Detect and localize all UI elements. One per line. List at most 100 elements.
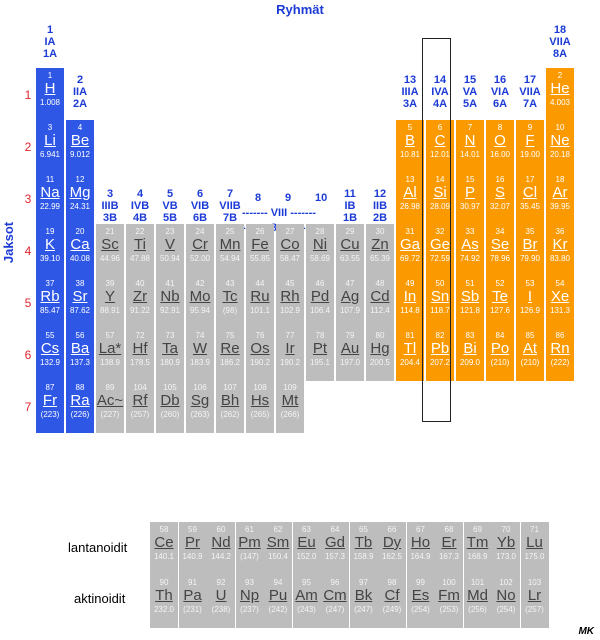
element-Gd[interactable]: 64 Gd 157.3: [321, 522, 349, 575]
element-Be[interactable]: 4 Be 9.012: [66, 120, 94, 173]
element-Au[interactable]: 79 Au 197.0: [336, 328, 364, 381]
element-Hg[interactable]: 80 Hg 200.5: [366, 328, 394, 381]
element-Bk[interactable]: 97 Bk (247): [349, 575, 378, 628]
element-Ho[interactable]: 67 Ho 164.9: [406, 522, 435, 575]
element-Ti[interactable]: 22 Ti 47.88: [126, 224, 154, 277]
element-Ta[interactable]: 73 Ta 180.9: [156, 328, 184, 381]
element-Bh[interactable]: 107 Bh (262): [216, 380, 244, 433]
element-Er[interactable]: 68 Er 167.3: [435, 522, 463, 575]
element-Br[interactable]: 35 Br 79.90: [516, 224, 544, 277]
element-Cm[interactable]: 96 Cm (247): [321, 575, 349, 628]
element-Sg[interactable]: 106 Sg (263): [186, 380, 214, 433]
element-As[interactable]: 33 As 74.92: [456, 224, 484, 277]
element-Pu[interactable]: 94 Pu (242): [264, 575, 292, 628]
element-Sm[interactable]: 62 Sm 150.4: [264, 522, 292, 575]
element-I[interactable]: 53 I 126.9: [516, 276, 544, 329]
element-Pm[interactable]: 61 Pm (147): [235, 522, 264, 575]
element-Cs[interactable]: 55 Cs 132.9: [36, 328, 64, 381]
element-Rn[interactable]: 86 Rn (222): [546, 328, 574, 381]
element-Zn[interactable]: 30 Zn 65.39: [366, 224, 394, 277]
element-In[interactable]: 49 In 114.8: [396, 276, 424, 329]
element-Ge[interactable]: 32 Ge 72.59: [426, 224, 454, 277]
element-Pd[interactable]: 46 Pd 106.4: [306, 276, 334, 329]
element-N[interactable]: 7 N 14.01: [456, 120, 484, 173]
element-V[interactable]: 23 V 50.94: [156, 224, 184, 277]
element-Li[interactable]: 3 Li 6.941: [36, 120, 64, 173]
element-Sb[interactable]: 51 Sb 121.8: [456, 276, 484, 329]
element-Dy[interactable]: 66 Dy 162.5: [378, 522, 406, 575]
element-Ra[interactable]: 88 Ra (226): [66, 380, 94, 433]
element-Eu[interactable]: 63 Eu 152.0: [292, 522, 321, 575]
element-Ga[interactable]: 31 Ga 69.72: [396, 224, 424, 277]
element-Rb[interactable]: 37 Rb 85.47: [36, 276, 64, 329]
element-Fr[interactable]: 87 Fr (223): [36, 380, 64, 433]
element-Mt[interactable]: 109 Mt (266): [276, 380, 304, 433]
element-S[interactable]: 16 S 32.07: [486, 172, 514, 225]
element-Nb[interactable]: 41 Nb 92.91: [156, 276, 184, 329]
element-Na[interactable]: 11 Na 22.99: [36, 172, 64, 225]
element-Mo[interactable]: 42 Mo 95.94: [186, 276, 214, 329]
element-Po[interactable]: 84 Po (210): [486, 328, 514, 381]
element-Hs[interactable]: 108 Hs (265): [246, 380, 274, 433]
element-Np[interactable]: 93 Np (237): [235, 575, 264, 628]
element-Fe[interactable]: 26 Fe 55.85: [246, 224, 274, 277]
element-Tb[interactable]: 65 Tb 158.9: [349, 522, 378, 575]
element-Os[interactable]: 76 Os 190.2: [246, 328, 274, 381]
element-At[interactable]: 85 At (210): [516, 328, 544, 381]
element-Ag[interactable]: 47 Ag 107.9: [336, 276, 364, 329]
element-Sr[interactable]: 38 Sr 87.62: [66, 276, 94, 329]
element-Si[interactable]: 14 Si 28.09: [426, 172, 454, 225]
element-Ca[interactable]: 20 Ca 40.08: [66, 224, 94, 277]
element-Mn[interactable]: 25 Mn 54.94: [216, 224, 244, 277]
element-Hf[interactable]: 72 Hf 178.5: [126, 328, 154, 381]
element-Es[interactable]: 99 Es (254): [406, 575, 435, 628]
element-Md[interactable]: 101 Md (256): [463, 575, 492, 628]
element-Lr[interactable]: 103 Lr (257): [520, 575, 549, 628]
element-Rh[interactable]: 45 Rh 102.9: [276, 276, 304, 329]
element-P[interactable]: 15 P 30.97: [456, 172, 484, 225]
element-Cd[interactable]: 48 Cd 112.4: [366, 276, 394, 329]
element-Sc[interactable]: 21 Sc 44.96: [96, 224, 124, 277]
element-Db[interactable]: 105 Db (260): [156, 380, 184, 433]
element-Pt[interactable]: 78 Pt 195.1: [306, 328, 334, 381]
element-Sn[interactable]: 50 Sn 118.7: [426, 276, 454, 329]
element-Pr[interactable]: 59 Pr 140.9: [178, 522, 207, 575]
element-Tl[interactable]: 81 Tl 204.4: [396, 328, 424, 381]
element-Pb[interactable]: 82 Pb 207.2: [426, 328, 454, 381]
element-Fm[interactable]: 100 Fm (253): [435, 575, 463, 628]
element-Cl[interactable]: 17 Cl 35.45: [516, 172, 544, 225]
element-La[interactable]: 57 La* 138.9: [96, 328, 124, 381]
element-Ru[interactable]: 44 Ru 101.1: [246, 276, 274, 329]
element-He[interactable]: 2 He 4.003: [546, 68, 574, 121]
element-Al[interactable]: 13 Al 26.98: [396, 172, 424, 225]
element-Ni[interactable]: 28 Ni 58.69: [306, 224, 334, 277]
element-Ce[interactable]: 58 Ce 140.1: [150, 522, 178, 575]
element-Re[interactable]: 75 Re 186.2: [216, 328, 244, 381]
element-Co[interactable]: 27 Co 58.47: [276, 224, 304, 277]
element-Nd[interactable]: 60 Nd 144.2: [207, 522, 235, 575]
element-W[interactable]: 74 W 183.9: [186, 328, 214, 381]
element-F[interactable]: 9 F 19.00: [516, 120, 544, 173]
element-Cf[interactable]: 98 Cf (249): [378, 575, 406, 628]
element-Tc[interactable]: 43 Tc (98): [216, 276, 244, 329]
element-Cr[interactable]: 24 Cr 52.00: [186, 224, 214, 277]
element-Yb[interactable]: 70 Yb 173.0: [492, 522, 520, 575]
element-Th[interactable]: 90 Th 232.0: [150, 575, 178, 628]
element-Bi[interactable]: 83 Bi 209.0: [456, 328, 484, 381]
element-Xe[interactable]: 54 Xe 131.3: [546, 276, 574, 329]
element-Ba[interactable]: 56 Ba 137.3: [66, 328, 94, 381]
element-Y[interactable]: 39 Y 88.91: [96, 276, 124, 329]
element-H[interactable]: 1 H 1.008: [36, 68, 64, 121]
element-Te[interactable]: 52 Te 127.6: [486, 276, 514, 329]
element-Pa[interactable]: 91 Pa (231): [178, 575, 207, 628]
element-Rf[interactable]: 104 Rf (257): [126, 380, 154, 433]
element-Lu[interactable]: 71 Lu 175.0: [520, 522, 549, 575]
element-Tm[interactable]: 69 Tm 168.9: [463, 522, 492, 575]
element-O[interactable]: 8 O 16.00: [486, 120, 514, 173]
element-Kr[interactable]: 36 Kr 83.80: [546, 224, 574, 277]
element-B[interactable]: 5 B 10.81: [396, 120, 424, 173]
element-Se[interactable]: 34 Se 78.96: [486, 224, 514, 277]
element-Ir[interactable]: 77 Ir 190.2: [276, 328, 304, 381]
element-C[interactable]: 6 C 12.01: [426, 120, 454, 173]
element-Ar[interactable]: 18 Ar 39.95: [546, 172, 574, 225]
